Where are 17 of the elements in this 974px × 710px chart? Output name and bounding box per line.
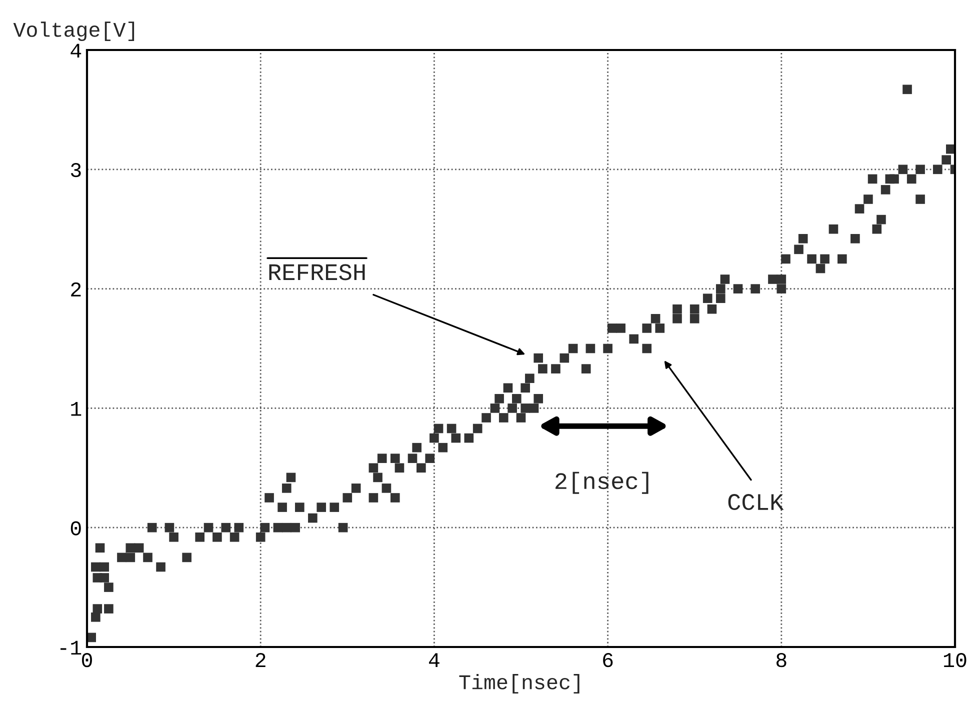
- x-tick-label: 2: [256, 653, 266, 667]
- y-tick-label: -1: [60, 640, 82, 655]
- x-tick-label: 0: [82, 653, 92, 668]
- y-tick-label: 1: [71, 402, 82, 416]
- y-tick-label: 4: [70, 44, 82, 58]
- x-tick-label: 6: [603, 653, 613, 668]
- y-axis-title: Voltage[V]: [13, 22, 134, 42]
- x-tick-label: 4: [428, 653, 440, 667]
- x-axis-title: Time[nsec]: [459, 674, 580, 694]
- y-tick-label: 3: [70, 163, 81, 178]
- annotation: REFRESH: [269, 264, 365, 280]
- y-tick-label: 0: [70, 521, 81, 536]
- annotation: 2[nsec]: [556, 472, 648, 494]
- y-tick-label: 2: [71, 282, 81, 296]
- x-tick-label: 8: [776, 653, 786, 668]
- x-tick-label: 10: [944, 653, 966, 668]
- annotation: CCLK: [728, 494, 784, 510]
